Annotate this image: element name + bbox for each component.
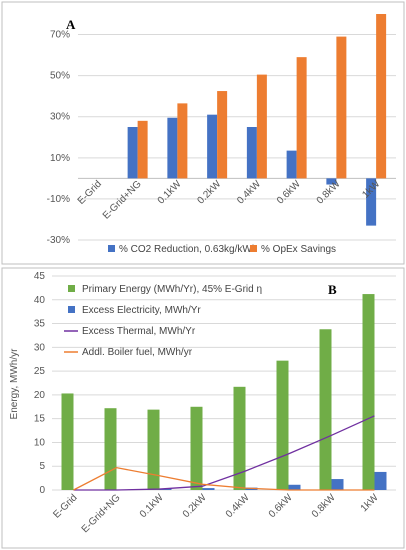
panel-b-xtick-label: 1kW	[359, 492, 381, 514]
panel-b-bar	[61, 393, 74, 490]
panel-b-ytick-label: 20	[34, 390, 46, 401]
panel-b-letter: B	[328, 282, 337, 297]
panel-b-bar	[276, 360, 289, 490]
panel-a-bar	[256, 74, 267, 179]
panel-a-legend-swatch	[250, 245, 257, 252]
panel-b-bar	[331, 479, 344, 490]
panel-a-bar	[246, 127, 257, 179]
panel-b-legend-swatch	[68, 306, 75, 313]
panel-b-bar	[202, 488, 215, 490]
panel-a-xtick-label: E-Grid+NG	[101, 179, 144, 222]
panel-b-ylabel: Energy, MWh/yr	[9, 348, 20, 420]
panel-b-bar	[319, 329, 332, 490]
panel-a-bar	[207, 114, 218, 179]
panel-b-bar	[104, 408, 117, 490]
panel-a-bar	[296, 57, 307, 179]
panel-b-legend-label: Excess Thermal, MWh/Yr	[82, 326, 196, 337]
panel-b-xtick-label: 0.1kW	[138, 492, 166, 520]
panel-b-xtick-label: E-Grid+NG	[80, 492, 123, 535]
panel-a-bar	[366, 178, 377, 226]
panel-a-ytick-label: 10%	[50, 153, 70, 164]
panel-b-bar	[288, 484, 301, 490]
panel-a-xtick-label: E-Grid	[76, 179, 104, 207]
panel-b-xtick-label: 0.4kW	[224, 492, 252, 520]
panel-b-ytick-label: 5	[39, 461, 45, 472]
panel-b-bar	[374, 471, 387, 490]
panel-b: B Energy, MWh/yr 0 5 10 15 20 25 30 35 40 45 E-Gr…	[9, 271, 396, 535]
panel-a-bar	[217, 91, 228, 179]
panel-a-ytick-label: 70%	[50, 30, 70, 41]
panel-a-bar	[137, 120, 148, 179]
panel-b-ytick-label: 40	[34, 295, 46, 306]
panel-a-bar	[286, 150, 297, 179]
panel-a-ytick-label: 30%	[50, 112, 70, 123]
panel-a-bar	[177, 103, 188, 179]
panel-b-legend-label: Excess Electricity, MWh/Yr	[82, 305, 201, 316]
panel-a-legend-swatch	[108, 245, 115, 252]
panel-b-ytick-label: 45	[34, 271, 46, 282]
panel-b-ytick-label: 15	[34, 414, 46, 425]
panel-a-xtick-label: 0.2kW	[195, 178, 223, 206]
panel-a-bar	[326, 178, 337, 185]
panel-a-bar	[127, 127, 138, 179]
panel-b-ytick-label: 10	[34, 437, 46, 448]
panel-b-legend-swatch	[68, 285, 75, 292]
panel-a-xtick-label: 0.4kW	[235, 178, 263, 206]
panel-a-legend-label: % OpEx Savings	[261, 244, 336, 255]
panel-b-series-line	[73, 466, 375, 491]
panel-a-legend-label: % CO2 Reduction, 0.63kg/kWh	[119, 244, 257, 255]
panel-b-legend-label: Primary Energy (MWh/Yr), 45% E-Grid η	[82, 284, 262, 295]
panel-b-bar	[362, 294, 375, 490]
panel-a-frame	[1, 1, 405, 265]
panel-a-ytick-label: -10%	[47, 194, 70, 205]
panel-b-xtick-label: 0.2kW	[181, 492, 209, 520]
panel-b-ytick-label: 25	[34, 366, 46, 377]
panel-a-bar	[376, 14, 387, 179]
panel-a-bar	[167, 117, 178, 179]
panel-b-ytick-label: 35	[34, 319, 46, 330]
panel-b-ytick-label: 0	[39, 485, 45, 496]
panel-b-series-line	[73, 415, 375, 491]
panel-b-bar	[190, 406, 203, 490]
panel-b-xtick-label: 0.8kW	[310, 492, 338, 520]
panel-a-letter: A	[66, 17, 76, 32]
panel-a-xtick-label: 0.6kW	[275, 178, 303, 206]
panel-b-xtick-label: E-Grid	[51, 492, 79, 520]
panel-b-xtick-label: 0.6kW	[267, 492, 295, 520]
panel-b-bar	[147, 409, 160, 490]
panel-a-bar	[336, 36, 347, 179]
panel-b-bar	[233, 386, 246, 490]
panel-a-ytick-label: -30%	[47, 235, 70, 246]
panel-b-legend-label: Addl. Boiler fuel, MWh/yr	[82, 347, 193, 358]
panel-b-frame	[1, 267, 405, 549]
panel-a-ytick-label: 50%	[50, 71, 70, 82]
panel-a-xtick-label: 0.1kW	[156, 178, 184, 206]
panel-b-ytick-label: 30	[34, 342, 46, 353]
